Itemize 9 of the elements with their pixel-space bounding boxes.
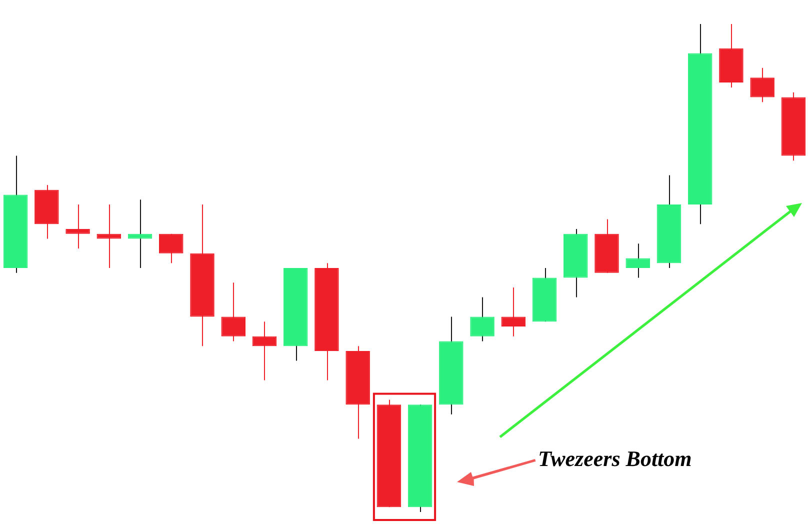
candlestick [159,233,184,264]
candlestick [66,204,90,249]
candlestick [750,67,774,103]
candlestick [501,287,526,337]
candlestick [626,243,650,278]
annotation: Twezeers Bottom [538,446,692,472]
candlestick [470,296,494,342]
candlestick [221,282,246,342]
candlestick [252,321,277,381]
